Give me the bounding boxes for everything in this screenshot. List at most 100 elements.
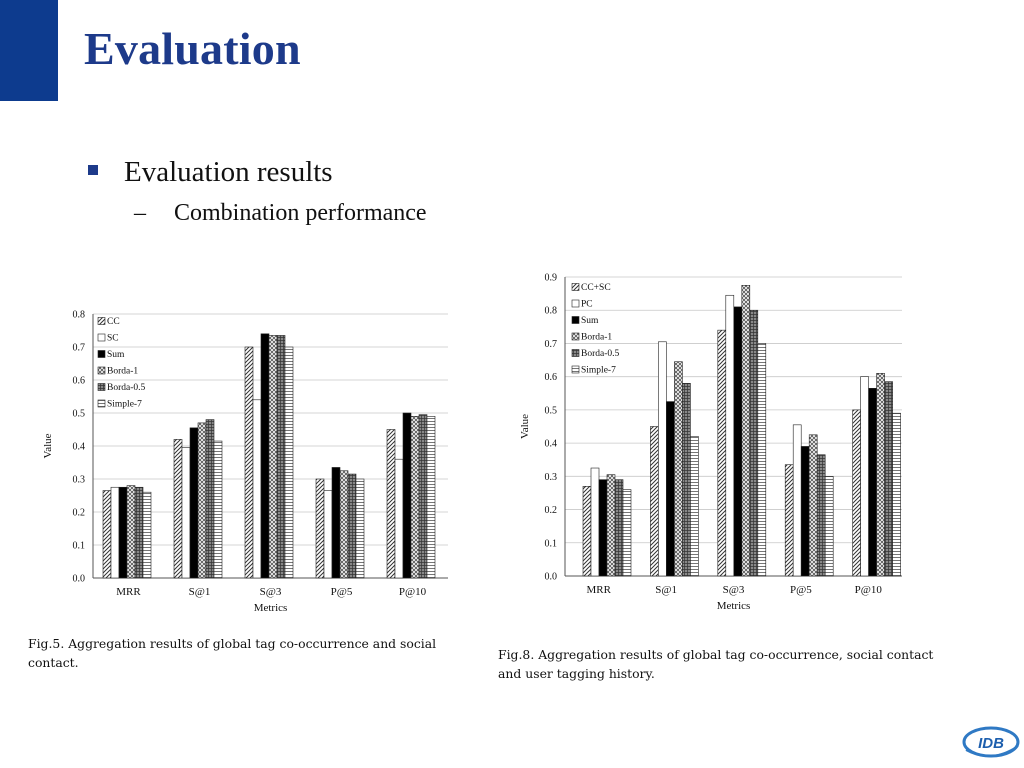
- slide-title: Evaluation: [84, 23, 301, 74]
- bar-sc-p-5: [323, 490, 333, 579]
- bar-sum-p-10: [868, 387, 877, 577]
- y-tick-label: 0.7: [545, 339, 558, 350]
- bar-sum-p-5: [331, 467, 341, 579]
- x-tick-label: MRR: [116, 586, 141, 598]
- bar-sum-s-3: [733, 306, 743, 577]
- bar-cc-s-1: [173, 439, 183, 579]
- legend-swatch: [571, 349, 580, 357]
- sub-bullet-dash: –: [134, 200, 146, 226]
- bar-cc-sc-p-5: [784, 464, 794, 577]
- bar-borda-0-5-p-5: [816, 454, 826, 577]
- fig5-bar-chart: 0.0 0.1 0.2 0.3 0.4 0.5 0.6 0.7 0.8 MRR S@1 S@3 P@5 P…: [24, 300, 474, 622]
- bar-borda-0-5-p-5: [347, 473, 357, 579]
- y-tick-label: 0.1: [545, 538, 558, 549]
- bar-borda-0-5-p-10: [418, 414, 428, 579]
- bar-sc-mrr: [110, 486, 120, 579]
- fig8-caption: Fig.8. Aggregation results of global tag…: [498, 647, 934, 682]
- x-axis-label: Metrics: [254, 602, 288, 614]
- square-bullet-icon: [88, 165, 98, 175]
- bar-cc-s-3: [244, 346, 254, 579]
- bar-cc-mrr: [102, 490, 112, 579]
- x-tick-label: S@1: [655, 584, 677, 596]
- bullet-evaluation-results: Evaluation results: [124, 156, 333, 188]
- x-tick-label: S@3: [260, 586, 282, 598]
- y-tick-label: 0.6: [545, 372, 558, 383]
- legend-swatch: [571, 365, 580, 374]
- legend-swatch: [571, 299, 580, 308]
- y-tick-label: 0.9: [545, 273, 558, 284]
- bar-simple-7-s-1: [213, 440, 223, 579]
- bar-borda-1-s-3: [268, 335, 278, 579]
- legend-swatch: [97, 317, 106, 325]
- y-tick-label: 0.7: [73, 343, 86, 354]
- bar-sum-mrr: [118, 486, 128, 579]
- bar-borda-1-s-1: [197, 422, 207, 579]
- sub-bullet-combination-performance: Combination performance: [174, 200, 427, 226]
- idb-logo: IDB: [962, 726, 1020, 758]
- y-tick-label: 0.6: [73, 376, 86, 387]
- bar-pc-mrr: [590, 467, 600, 577]
- y-tick-label: 0.0: [73, 574, 86, 585]
- bar-pc-s-1: [658, 341, 667, 577]
- bar-sc-s-1: [181, 447, 191, 579]
- x-tick-label: P@5: [331, 586, 353, 598]
- bar-simple-7-mrr: [142, 491, 152, 579]
- x-axis-label: Metrics: [717, 600, 751, 612]
- bar-simple-7-p-10: [426, 416, 436, 579]
- bar-pc-p-5: [792, 424, 802, 577]
- legend-label: Borda-1: [581, 333, 612, 343]
- bar-borda-1-p-5: [339, 470, 349, 579]
- bar-simple-7-s-3: [757, 343, 767, 577]
- bar-simple-7-mrr: [622, 489, 632, 577]
- y-tick-label: 0.1: [73, 541, 86, 552]
- y-tick-label: 0.4: [73, 442, 86, 453]
- bar-sc-p-10: [394, 458, 404, 579]
- legend-label: Borda-1: [107, 367, 138, 377]
- bar-simple-7-s-1: [690, 436, 699, 577]
- bar-borda-0-5-s-3: [276, 335, 286, 579]
- y-tick-label: 0.2: [545, 505, 558, 516]
- legend-label: Simple-7: [581, 366, 616, 376]
- bar-sum-s-1: [189, 427, 199, 579]
- legend-label: SC: [107, 334, 119, 344]
- y-tick-label: 0.3: [545, 472, 558, 483]
- bar-borda-1-mrr: [126, 485, 136, 579]
- bar-cc-sc-mrr: [582, 486, 592, 577]
- x-tick-label: P@10: [399, 586, 427, 598]
- legend-label: CC+SC: [581, 283, 611, 293]
- legend-label: Borda-0.5: [107, 383, 146, 393]
- bar-cc-sc-s-3: [717, 329, 727, 577]
- bar-pc-s-3: [725, 294, 735, 577]
- legend-swatch: [97, 366, 106, 375]
- bar-simple-7-s-3: [284, 346, 294, 579]
- bar-borda-1-mrr: [606, 474, 616, 577]
- fig8-bar-chart: 0.0 0.1 0.2 0.3 0.4 0.5 0.6 0.7 0.8 0.9 MRR S@1 S@3 P…: [494, 262, 914, 628]
- y-tick-label: 0.4: [545, 439, 558, 450]
- legend-swatch: [571, 332, 580, 341]
- legend-label: Borda-0.5: [581, 349, 620, 359]
- bar-sum-s-3: [260, 333, 270, 579]
- y-axis-label: Value: [42, 433, 54, 458]
- legend-label: PC: [581, 300, 593, 310]
- legend-label: Simple-7: [107, 400, 142, 410]
- y-tick-label: 0.2: [73, 508, 86, 519]
- bar-pc-p-10: [860, 376, 869, 577]
- bar-borda-0-5-mrr: [134, 486, 144, 579]
- bar-sum-p-5: [800, 446, 810, 577]
- y-tick-label: 0.8: [73, 310, 86, 321]
- y-tick-label: 0.5: [545, 405, 558, 416]
- legend-swatch: [97, 350, 106, 358]
- bar-cc-sc-s-1: [650, 426, 659, 577]
- logo-text: IDB: [978, 735, 1004, 752]
- bar-borda-0-5-s-1: [682, 383, 691, 577]
- x-tick-label: S@3: [723, 584, 745, 596]
- bar-borda-1-p-5: [808, 434, 818, 577]
- legend-swatch: [97, 383, 106, 391]
- y-tick-label: 0.5: [73, 409, 86, 420]
- bar-sc-s-3: [252, 399, 262, 579]
- legend-label: Sum: [581, 316, 599, 326]
- bar-borda-0-5-mrr: [614, 479, 624, 577]
- bar-simple-7-p-10: [892, 412, 901, 577]
- fig5-caption: Fig.5. Aggregation results of global tag…: [28, 636, 437, 671]
- bar-sum-mrr: [598, 479, 608, 577]
